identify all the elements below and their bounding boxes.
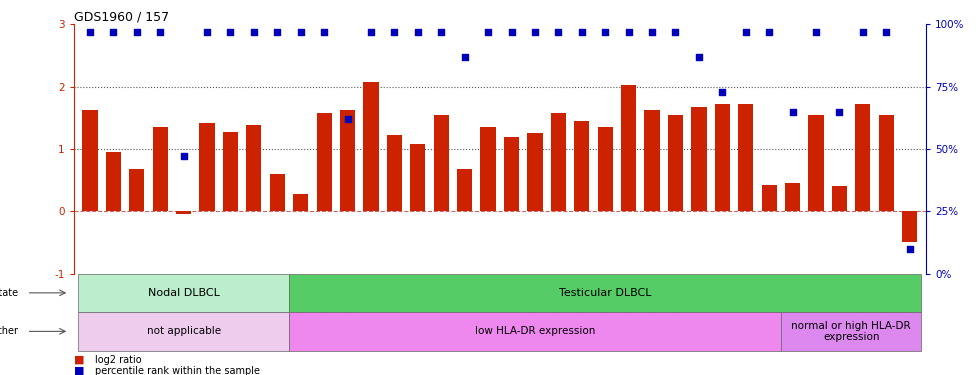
Bar	[856, 104, 870, 211]
Point	[714, 88, 730, 94]
Bar	[691, 106, 707, 211]
Point	[293, 29, 309, 35]
Bar	[667, 115, 683, 211]
Bar	[317, 113, 332, 211]
Point	[785, 109, 801, 115]
Text: disease state: disease state	[0, 288, 18, 298]
Point	[761, 29, 777, 35]
Text: not applicable: not applicable	[147, 326, 220, 336]
Point	[480, 29, 496, 35]
Bar	[785, 183, 801, 211]
Bar	[761, 185, 777, 211]
Point	[667, 29, 683, 35]
Point	[808, 29, 824, 35]
Text: low HLA-DR expression: low HLA-DR expression	[474, 326, 595, 336]
Text: other: other	[0, 326, 18, 336]
Bar	[176, 211, 191, 214]
Point	[433, 29, 449, 35]
Point	[364, 29, 379, 35]
Point	[855, 29, 870, 35]
Point	[222, 29, 238, 35]
Bar	[621, 86, 636, 211]
Point	[82, 29, 98, 35]
Bar	[781, 312, 921, 351]
Bar	[270, 174, 285, 211]
Bar	[480, 127, 496, 211]
Bar	[808, 115, 823, 211]
Bar	[289, 274, 921, 312]
Point	[175, 153, 191, 159]
Bar	[738, 104, 754, 211]
Text: Nodal DLBCL: Nodal DLBCL	[148, 288, 220, 298]
Bar	[364, 82, 378, 211]
Bar	[504, 136, 519, 211]
Text: ■: ■	[74, 355, 84, 365]
Point	[551, 29, 566, 35]
Bar	[387, 135, 402, 211]
Text: log2 ratio: log2 ratio	[95, 355, 142, 365]
Bar	[106, 152, 121, 211]
Text: Testicular DLBCL: Testicular DLBCL	[559, 288, 652, 298]
Point	[598, 29, 613, 35]
Bar	[879, 115, 894, 211]
Bar	[832, 186, 847, 211]
Point	[410, 29, 425, 35]
Bar	[645, 110, 660, 211]
Point	[129, 29, 145, 35]
Point	[199, 29, 215, 35]
Point	[832, 109, 848, 115]
Bar	[433, 115, 449, 211]
Bar	[293, 194, 309, 211]
Point	[738, 29, 754, 35]
Point	[270, 29, 285, 35]
Point	[620, 29, 636, 35]
Bar	[598, 127, 612, 211]
Text: percentile rank within the sample: percentile rank within the sample	[95, 366, 260, 375]
Point	[340, 116, 356, 122]
Point	[691, 54, 707, 60]
Bar	[78, 274, 289, 312]
Bar	[289, 312, 781, 351]
Text: GDS1960 / 157: GDS1960 / 157	[74, 10, 169, 23]
Bar	[714, 104, 730, 211]
Point	[386, 29, 402, 35]
Point	[902, 246, 917, 252]
Point	[246, 29, 262, 35]
Point	[106, 29, 122, 35]
Bar	[82, 110, 97, 211]
Bar	[457, 169, 472, 211]
Bar	[340, 110, 355, 211]
Point	[457, 54, 472, 60]
Text: normal or high HLA-DR
expression: normal or high HLA-DR expression	[791, 321, 911, 342]
Bar	[222, 132, 238, 211]
Bar	[574, 121, 589, 211]
Bar	[78, 312, 289, 351]
Text: ■: ■	[74, 366, 84, 375]
Point	[317, 29, 332, 35]
Point	[878, 29, 894, 35]
Bar	[411, 144, 425, 211]
Bar	[903, 211, 917, 243]
Bar	[246, 125, 262, 211]
Bar	[527, 134, 543, 211]
Bar	[129, 169, 144, 211]
Bar	[153, 127, 168, 211]
Point	[152, 29, 168, 35]
Point	[504, 29, 519, 35]
Point	[644, 29, 660, 35]
Point	[574, 29, 590, 35]
Bar	[199, 123, 215, 211]
Point	[527, 29, 543, 35]
Bar	[551, 113, 566, 211]
